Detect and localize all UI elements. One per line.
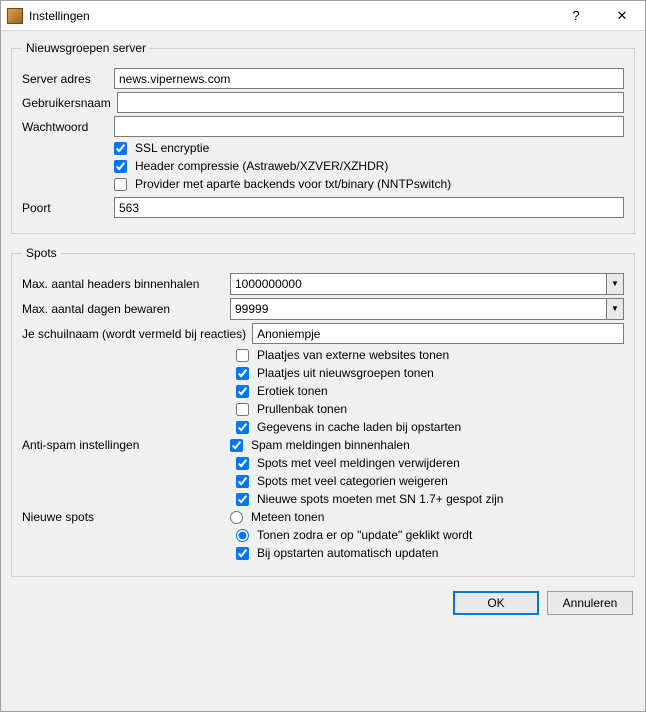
trash-checkbox[interactable] [236, 403, 249, 416]
newsgroup-images-checkbox[interactable] [236, 367, 249, 380]
sn17-required-label: Nieuwe spots moeten met SN 1.7+ gespot z… [257, 492, 503, 506]
client-area: Nieuwsgroepen server Server adres Gebrui… [1, 31, 645, 711]
close-button[interactable]: ✕ [599, 1, 645, 31]
auto-update-label: Bij opstarten automatisch updaten [257, 546, 438, 560]
auto-update-checkbox[interactable] [236, 547, 249, 560]
newsgroup-images-label: Plaatjes uit nieuwsgroepen tonen [257, 366, 434, 380]
spam-fetch-label: Spam meldingen binnenhalen [251, 438, 410, 452]
max-days-combo[interactable]: ▼ [230, 298, 624, 320]
trash-label: Prullenbak tonen [257, 402, 347, 416]
max-days-dropdown-button[interactable]: ▼ [606, 298, 624, 320]
username-input[interactable] [117, 92, 624, 113]
external-images-label: Plaatjes van externe websites tonen [257, 348, 449, 362]
window-title: Instellingen [29, 9, 90, 23]
port-input[interactable] [114, 197, 624, 218]
settings-window: Instellingen ? ✕ Nieuwsgroepen server Se… [0, 0, 646, 712]
nickname-input[interactable] [252, 323, 624, 344]
username-label: Gebruikersnaam [22, 96, 117, 110]
server-groupbox: Nieuwsgroepen server Server adres Gebrui… [11, 41, 635, 234]
spam-remove-label: Spots met veel meldingen verwijderen [257, 456, 460, 470]
max-headers-combo[interactable]: ▼ [230, 273, 624, 295]
server-address-label: Server adres [22, 72, 114, 86]
spam-fetch-checkbox[interactable] [230, 439, 243, 452]
password-input[interactable] [114, 116, 624, 137]
server-address-input[interactable] [114, 68, 624, 89]
max-headers-dropdown-button[interactable]: ▼ [606, 273, 624, 295]
show-immediately-radio[interactable] [230, 511, 243, 524]
newspots-header-label: Nieuwe spots [22, 510, 230, 524]
ssl-checkbox[interactable] [114, 142, 127, 155]
cancel-button[interactable]: Annuleren [547, 591, 633, 615]
spots-groupbox: Spots Max. aantal headers binnenhalen ▼ … [11, 246, 635, 577]
antispam-header-label: Anti-spam instellingen [22, 438, 230, 452]
password-label: Wachtwoord [22, 120, 114, 134]
cache-on-start-label: Gegevens in cache laden bij opstarten [257, 420, 461, 434]
external-images-checkbox[interactable] [236, 349, 249, 362]
app-icon [7, 8, 23, 24]
split-provider-label: Provider met aparte backends voor txt/bi… [135, 177, 451, 191]
show-immediately-label: Meteen tonen [251, 510, 324, 524]
help-button[interactable]: ? [553, 1, 599, 31]
header-compression-label: Header compressie (Astraweb/XZVER/XZHDR) [135, 159, 388, 173]
cache-on-start-checkbox[interactable] [236, 421, 249, 434]
dialog-button-row: OK Annuleren [11, 587, 635, 615]
sn17-required-checkbox[interactable] [236, 493, 249, 506]
spam-categories-checkbox[interactable] [236, 475, 249, 488]
max-days-input[interactable] [230, 298, 606, 320]
port-label: Poort [22, 201, 114, 215]
max-days-label: Max. aantal dagen bewaren [22, 302, 230, 316]
split-provider-checkbox[interactable] [114, 178, 127, 191]
spam-remove-checkbox[interactable] [236, 457, 249, 470]
ssl-checkbox-label: SSL encryptie [135, 141, 209, 155]
show-on-update-label: Tonen zodra er op "update" geklikt wordt [257, 528, 472, 542]
server-group-legend: Nieuwsgroepen server [22, 41, 150, 55]
max-headers-input[interactable] [230, 273, 606, 295]
header-compression-checkbox[interactable] [114, 160, 127, 173]
erotiek-label: Erotiek tonen [257, 384, 328, 398]
show-on-update-radio[interactable] [236, 529, 249, 542]
spots-group-legend: Spots [22, 246, 61, 260]
erotiek-checkbox[interactable] [236, 385, 249, 398]
spam-categories-label: Spots met veel categorien weigeren [257, 474, 448, 488]
ok-button[interactable]: OK [453, 591, 539, 615]
nickname-label: Je schuilnaam (wordt vermeld bij reactie… [22, 327, 252, 341]
max-headers-label: Max. aantal headers binnenhalen [22, 277, 230, 291]
titlebar: Instellingen ? ✕ [1, 1, 645, 31]
